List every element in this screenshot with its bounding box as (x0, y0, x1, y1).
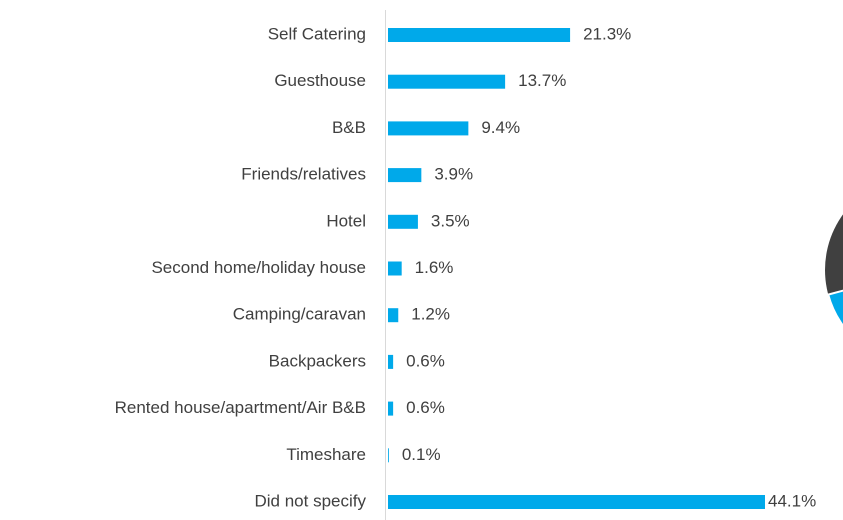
value-label: 9.4% (481, 118, 520, 137)
category-label: B&B (332, 118, 366, 137)
value-label: 21.3% (583, 24, 631, 43)
bar (388, 168, 422, 183)
pie-slice (825, 214, 843, 326)
value-label: 1.6% (415, 258, 454, 277)
value-label: 0.1% (402, 445, 441, 464)
bar (388, 28, 571, 42)
category-label: Backpackers (269, 351, 366, 370)
bar (388, 401, 394, 416)
bar (388, 74, 506, 89)
category-label: Self Catering (268, 24, 366, 43)
bar (388, 448, 389, 463)
bar (388, 495, 765, 509)
bar (388, 354, 394, 369)
value-label: 3.9% (434, 165, 473, 184)
value-label: 0.6% (406, 398, 445, 417)
value-label: 3.5% (431, 211, 470, 230)
category-label: Friends/relatives (241, 165, 366, 184)
bar (388, 121, 469, 136)
bar (388, 261, 402, 276)
value-label: 0.6% (406, 351, 445, 370)
category-label: Did not specify (255, 491, 367, 510)
category-label: Rented house/apartment/Air B&B (115, 398, 366, 417)
value-label: 1.2% (411, 305, 450, 324)
pie-slice (826, 289, 843, 328)
value-label: 44.1% (768, 491, 816, 510)
category-label: Camping/caravan (233, 305, 366, 324)
value-label: 13.7% (518, 71, 566, 90)
category-label: Timeshare (286, 445, 366, 464)
bar (388, 308, 399, 323)
pie-fragment (825, 214, 843, 328)
category-label: Guesthouse (274, 71, 366, 90)
category-label: Second home/holiday house (151, 258, 366, 277)
bar (388, 214, 418, 229)
category-label: Hotel (326, 211, 366, 230)
